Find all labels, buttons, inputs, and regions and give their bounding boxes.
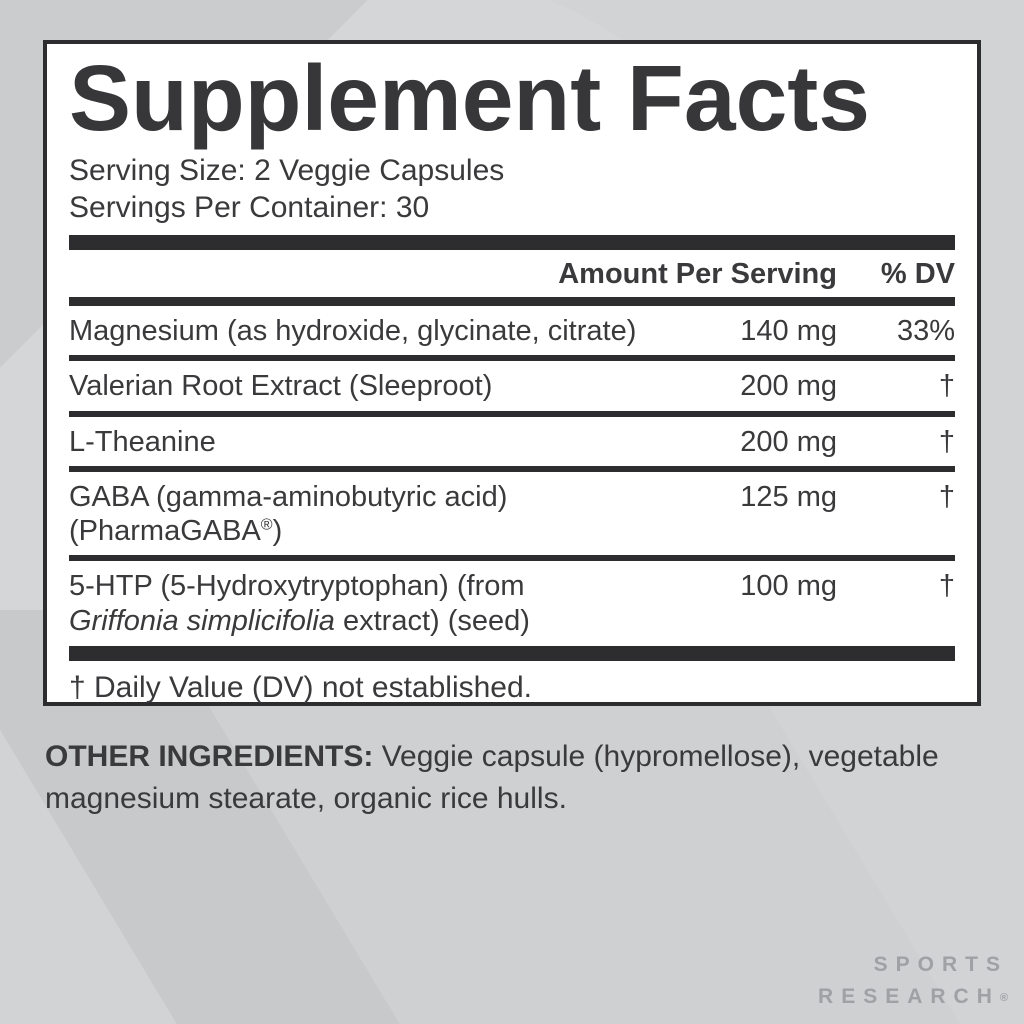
other-ingredients-text: Veggie capsule (hypromellose), vegetable… <box>45 740 939 815</box>
ingredient-name: 5-HTP (5-Hydroxytryptophan) (from Griffo… <box>69 570 530 637</box>
ingredient-name: Valerian Root Extract (Sleeproot) <box>69 370 493 403</box>
divider-bar-top <box>69 235 955 251</box>
brand-logo: SPORTS RESEARCH® <box>818 949 1008 1012</box>
ingredient-name: L-Theanine <box>69 425 216 458</box>
ingredient-dv: † <box>938 425 955 458</box>
table-row-magnesium: Magnesium (as hydroxide, glycinate, citr… <box>69 306 955 362</box>
serving-info: Serving Size: 2 Veggie Capsules Servings… <box>69 153 955 226</box>
ingredient-amount: 200 mg <box>740 425 837 458</box>
ingredient-dv: 33% <box>896 315 955 348</box>
ingredient-dv: † <box>938 370 955 403</box>
ingredient-name: GABA (gamma-aminobutyric acid) (PharmaGA… <box>69 480 508 548</box>
ingredient-amount: 200 mg <box>740 370 837 403</box>
ingredient-amount: 100 mg <box>740 570 837 603</box>
ingredient-dv: † <box>938 480 955 513</box>
other-ingredients: OTHER INGREDIENTS: Veggie capsule (hypro… <box>45 736 975 820</box>
ingredient-name: Magnesium (as hydroxide, glycinate, citr… <box>69 315 637 348</box>
daily-value-footnote: † Daily Value (DV) not established. <box>69 670 533 704</box>
table-row-l-theanine: L-Theanine 200 mg † <box>69 417 955 472</box>
table-header-row: Amount Per Serving % DV <box>69 250 955 307</box>
serving-size: Serving Size: 2 Veggie Capsules <box>69 154 505 187</box>
ingredient-dv: † <box>938 570 955 603</box>
botanical-name: Griffonia simplicifolia <box>69 604 335 637</box>
divider-bar-bottom <box>69 645 955 661</box>
other-ingredients-label: OTHER INGREDIENTS: <box>45 740 374 773</box>
ingredient-amount: 140 mg <box>740 315 837 348</box>
supplement-facts-panel: Supplement Facts Serving Size: 2 Veggie … <box>43 40 981 706</box>
ingredient-amount: 125 mg <box>740 480 837 513</box>
percent-dv-header: % DV <box>880 258 955 291</box>
table-row-5-htp: 5-HTP (5-Hydroxytryptophan) (from Griffo… <box>69 561 955 644</box>
brand-line-research: RESEARCH <box>818 984 1000 1008</box>
table-row-valerian: Valerian Root Extract (Sleeproot) 200 mg… <box>69 361 955 417</box>
table-row-gaba: GABA (gamma-aminobutyric acid) (PharmaGA… <box>69 472 955 562</box>
brand-line-sports: SPORTS <box>873 953 1008 976</box>
registered-trademark-symbol: ® <box>999 991 1008 1004</box>
servings-per-container: Servings Per Container: 30 <box>69 190 430 224</box>
amount-per-serving-header: Amount Per Serving <box>558 258 837 291</box>
registered-trademark-symbol: ® <box>260 516 273 534</box>
panel-title: Supplement Facts <box>69 46 870 150</box>
